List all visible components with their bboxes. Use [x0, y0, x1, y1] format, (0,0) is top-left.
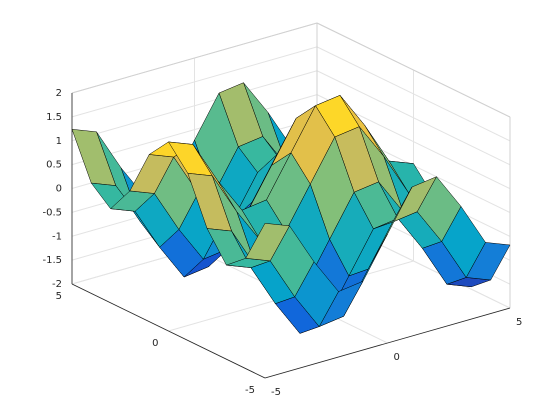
- y-tick-label: 5: [56, 291, 62, 302]
- z-tick-label: 0: [56, 184, 62, 195]
- y-tick-label: 0: [152, 338, 158, 349]
- y-tick-label: -5: [245, 385, 255, 396]
- z-tick-label: 2: [56, 88, 62, 99]
- axis-line: [264, 307, 511, 379]
- z-tick-label: 0.5: [46, 160, 62, 171]
- x-tick-label: -5: [271, 387, 281, 398]
- grid-line: [316, 70, 511, 166]
- axis-box: [71, 22, 318, 94]
- z-tick-label: -0.5: [42, 207, 62, 218]
- grid-line: [71, 70, 318, 142]
- x-tick-label: 5: [516, 317, 522, 328]
- z-tick-label: 1.5: [46, 112, 62, 123]
- z-tick-label: -2: [52, 279, 62, 290]
- surface-patch: [245, 223, 290, 262]
- grid-line: [71, 94, 318, 166]
- z-tick-label: -1: [52, 231, 62, 242]
- x-tick-label: 0: [394, 352, 400, 363]
- axis-box: [316, 22, 511, 118]
- grid-line: [316, 46, 511, 142]
- axis-line: [71, 283, 266, 379]
- z-tick-label: -1.5: [42, 255, 62, 266]
- grid-line: [71, 46, 318, 118]
- z-tick-label: 1: [56, 136, 62, 147]
